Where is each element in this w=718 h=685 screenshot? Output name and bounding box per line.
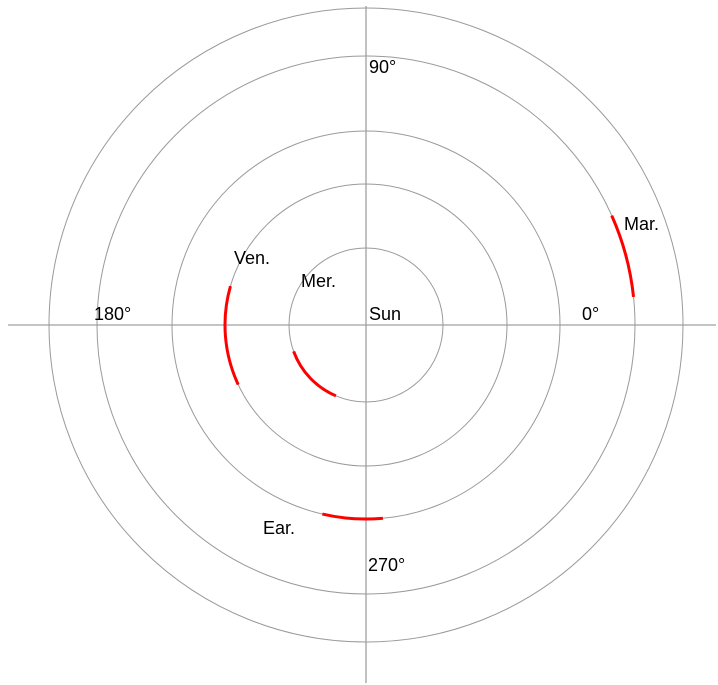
label-270-degrees: 270° (368, 555, 405, 575)
earth-label: Ear. (263, 518, 295, 538)
orbit-ring-outer (48, 7, 684, 643)
venus-arc (223, 285, 240, 386)
mercury-arc (292, 350, 337, 398)
label-180-degrees: 180° (94, 304, 131, 324)
orbit-ring-mars (96, 55, 636, 595)
mars-label: Mar. (624, 214, 659, 234)
sun-label: Sun (369, 304, 401, 324)
orbit-ring-mercury (288, 247, 444, 403)
label-90-degrees: 90° (369, 57, 396, 77)
label-0-degrees: 0° (582, 304, 599, 324)
earth-arc (322, 512, 384, 521)
mars-arc (610, 214, 636, 298)
mercury-label: Mer. (301, 271, 336, 291)
venus-label: Ven. (234, 248, 270, 268)
